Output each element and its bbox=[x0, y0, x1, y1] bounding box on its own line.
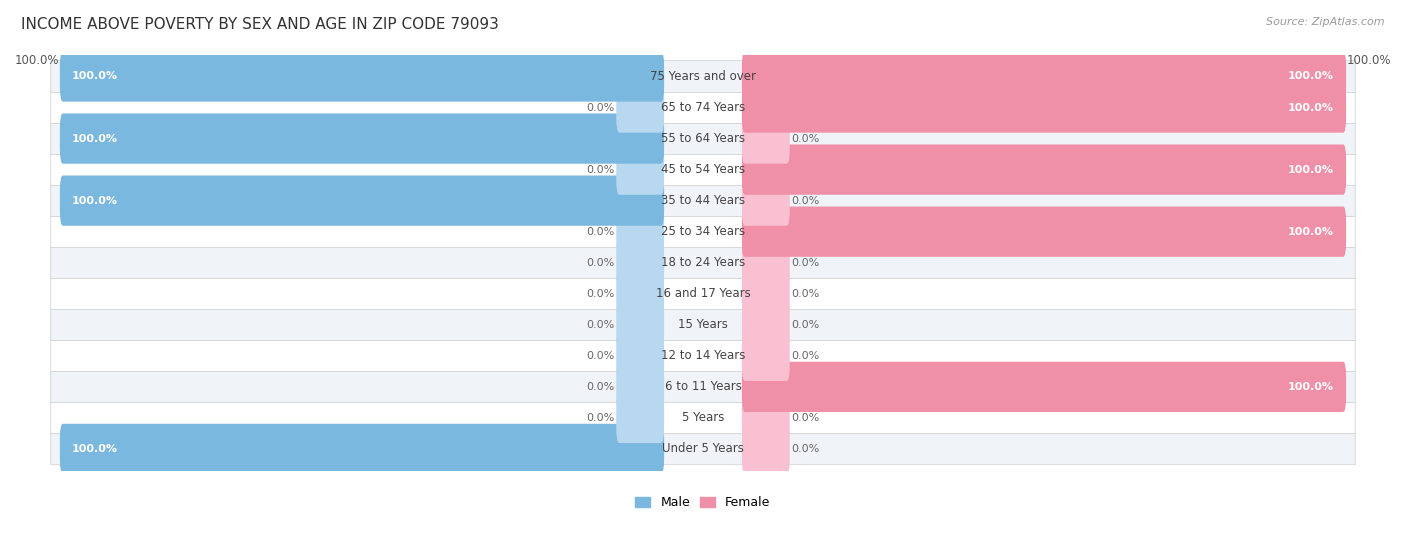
Text: 100.0%: 100.0% bbox=[1288, 72, 1334, 82]
Legend: Male, Female: Male, Female bbox=[630, 491, 776, 514]
Text: 0.0%: 0.0% bbox=[586, 289, 614, 299]
Text: 0.0%: 0.0% bbox=[792, 413, 820, 423]
Text: 75 Years and over: 75 Years and over bbox=[650, 70, 756, 83]
Text: 100.0%: 100.0% bbox=[1288, 102, 1334, 112]
Text: 100.0%: 100.0% bbox=[1288, 227, 1334, 236]
Text: 15 Years: 15 Years bbox=[678, 318, 728, 331]
Text: 12 to 14 Years: 12 to 14 Years bbox=[661, 349, 745, 362]
Text: Source: ZipAtlas.com: Source: ZipAtlas.com bbox=[1267, 17, 1385, 27]
Text: 5 Years: 5 Years bbox=[682, 411, 724, 424]
FancyBboxPatch shape bbox=[742, 424, 790, 474]
FancyBboxPatch shape bbox=[616, 331, 664, 381]
FancyBboxPatch shape bbox=[616, 82, 664, 132]
Text: 0.0%: 0.0% bbox=[586, 351, 614, 361]
FancyBboxPatch shape bbox=[616, 238, 664, 288]
Text: 0.0%: 0.0% bbox=[792, 444, 820, 454]
FancyBboxPatch shape bbox=[616, 269, 664, 319]
FancyBboxPatch shape bbox=[616, 362, 664, 412]
Text: 0.0%: 0.0% bbox=[586, 413, 614, 423]
FancyBboxPatch shape bbox=[742, 238, 790, 288]
FancyBboxPatch shape bbox=[742, 51, 1346, 102]
Text: 55 to 64 Years: 55 to 64 Years bbox=[661, 132, 745, 145]
FancyBboxPatch shape bbox=[616, 300, 664, 350]
Text: 0.0%: 0.0% bbox=[586, 102, 614, 112]
Text: 0.0%: 0.0% bbox=[792, 134, 820, 144]
Text: 100.0%: 100.0% bbox=[72, 134, 118, 144]
Text: 0.0%: 0.0% bbox=[586, 320, 614, 330]
FancyBboxPatch shape bbox=[51, 154, 1355, 186]
FancyBboxPatch shape bbox=[742, 269, 790, 319]
FancyBboxPatch shape bbox=[616, 144, 664, 195]
FancyBboxPatch shape bbox=[742, 300, 790, 350]
FancyBboxPatch shape bbox=[51, 216, 1355, 248]
Text: 0.0%: 0.0% bbox=[792, 351, 820, 361]
Text: 45 to 54 Years: 45 to 54 Years bbox=[661, 163, 745, 176]
FancyBboxPatch shape bbox=[51, 247, 1355, 278]
Text: 18 to 24 Years: 18 to 24 Years bbox=[661, 256, 745, 269]
FancyBboxPatch shape bbox=[60, 176, 664, 226]
Text: 100.0%: 100.0% bbox=[72, 444, 118, 454]
Text: 35 to 44 Years: 35 to 44 Years bbox=[661, 194, 745, 207]
Text: 16 and 17 Years: 16 and 17 Years bbox=[655, 287, 751, 300]
FancyBboxPatch shape bbox=[51, 309, 1355, 340]
FancyBboxPatch shape bbox=[60, 113, 664, 164]
FancyBboxPatch shape bbox=[616, 206, 664, 257]
FancyBboxPatch shape bbox=[742, 206, 1346, 257]
FancyBboxPatch shape bbox=[742, 176, 790, 226]
FancyBboxPatch shape bbox=[742, 82, 1346, 132]
FancyBboxPatch shape bbox=[742, 393, 790, 443]
Text: 100.0%: 100.0% bbox=[1288, 382, 1334, 392]
Text: 0.0%: 0.0% bbox=[792, 320, 820, 330]
Text: 100.0%: 100.0% bbox=[1288, 164, 1334, 174]
FancyBboxPatch shape bbox=[616, 393, 664, 443]
FancyBboxPatch shape bbox=[51, 185, 1355, 216]
Text: Under 5 Years: Under 5 Years bbox=[662, 442, 744, 456]
Text: 0.0%: 0.0% bbox=[586, 258, 614, 268]
Text: 0.0%: 0.0% bbox=[586, 164, 614, 174]
Text: 65 to 74 Years: 65 to 74 Years bbox=[661, 101, 745, 114]
FancyBboxPatch shape bbox=[51, 402, 1355, 434]
FancyBboxPatch shape bbox=[51, 371, 1355, 402]
FancyBboxPatch shape bbox=[51, 92, 1355, 124]
Text: 0.0%: 0.0% bbox=[586, 227, 614, 236]
Text: 6 to 11 Years: 6 to 11 Years bbox=[665, 380, 741, 394]
Text: 0.0%: 0.0% bbox=[792, 258, 820, 268]
FancyBboxPatch shape bbox=[51, 61, 1355, 92]
Text: 0.0%: 0.0% bbox=[792, 289, 820, 299]
FancyBboxPatch shape bbox=[742, 113, 790, 164]
Text: 100.0%: 100.0% bbox=[72, 72, 118, 82]
FancyBboxPatch shape bbox=[51, 123, 1355, 154]
Text: INCOME ABOVE POVERTY BY SEX AND AGE IN ZIP CODE 79093: INCOME ABOVE POVERTY BY SEX AND AGE IN Z… bbox=[21, 17, 499, 32]
Text: 100.0%: 100.0% bbox=[72, 196, 118, 206]
Text: 0.0%: 0.0% bbox=[792, 196, 820, 206]
Text: 25 to 34 Years: 25 to 34 Years bbox=[661, 225, 745, 238]
FancyBboxPatch shape bbox=[60, 51, 664, 102]
FancyBboxPatch shape bbox=[742, 331, 790, 381]
FancyBboxPatch shape bbox=[742, 362, 1346, 412]
FancyBboxPatch shape bbox=[51, 278, 1355, 310]
FancyBboxPatch shape bbox=[742, 144, 1346, 195]
Text: 0.0%: 0.0% bbox=[586, 382, 614, 392]
FancyBboxPatch shape bbox=[51, 340, 1355, 372]
Text: 100.0%: 100.0% bbox=[1347, 54, 1391, 67]
FancyBboxPatch shape bbox=[51, 433, 1355, 465]
Text: 100.0%: 100.0% bbox=[15, 54, 59, 67]
FancyBboxPatch shape bbox=[60, 424, 664, 474]
